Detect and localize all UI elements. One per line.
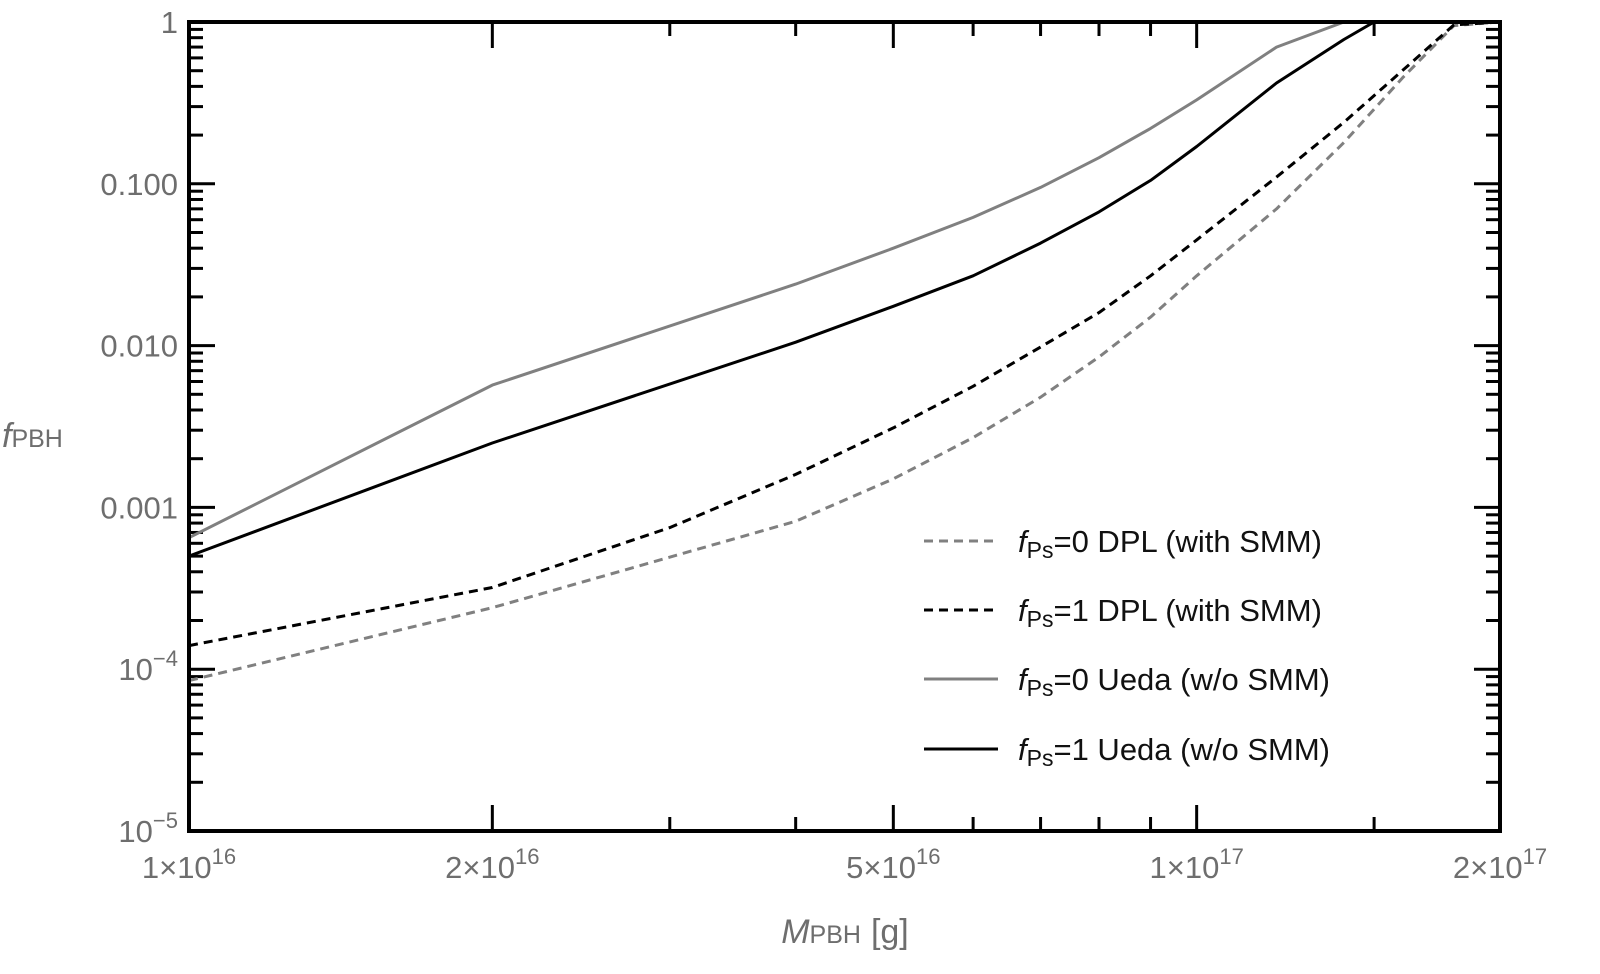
legend-label: fPs=0 DPL (with SMM): [1018, 524, 1322, 563]
y-axis-title: fPBH: [2, 417, 63, 455]
y-tick-label: 10−4: [118, 646, 178, 687]
legend-label: fPs=0 Ueda (w/o SMM): [1018, 662, 1330, 701]
series-line-4: [189, 22, 1375, 558]
y-tick-label: 0.100: [100, 167, 178, 202]
y-tick-label: 1: [161, 5, 178, 40]
legend-label: fPs=1 DPL (with SMM): [1018, 593, 1322, 632]
legend: fPs=0 DPL (with SMM) fPs=1 DPL (with SMM)…: [924, 524, 1330, 771]
x-tick-label: 1×1017: [1150, 844, 1244, 885]
y-axis-tick-labels: 1 0.100 0.010 0.001 10−4 10−5: [100, 5, 178, 849]
y-axis-title-sub: PBH: [11, 425, 62, 453]
x-tick-label: 2×1016: [445, 844, 539, 885]
x-tick-label: 2×1017: [1453, 844, 1547, 885]
axis-ticks: [187, 20, 1502, 833]
x-axis-title-main: M: [781, 913, 810, 951]
x-axis-title-unit: [g]: [871, 913, 909, 951]
series-line-1: [189, 22, 1500, 683]
y-tick-label: 0.001: [100, 490, 178, 525]
plot-series: [189, 22, 1500, 683]
series-line-3: [189, 22, 1345, 540]
x-tick-label: 1×1016: [142, 844, 236, 885]
y-tick-label: 0.010: [100, 329, 178, 364]
x-axis-title-sub: PBH: [810, 921, 861, 949]
x-axis-tick-labels: 1×1016 2×1016 5×1016 1×1017 2×1017: [142, 844, 1547, 885]
series-line-2: [189, 22, 1500, 648]
legend-label: fPs=1 Ueda (w/o SMM): [1018, 732, 1330, 771]
y-tick-label: 10−5: [118, 808, 178, 849]
x-tick-label: 5×1016: [846, 844, 940, 885]
x-axis-title: MPBH [g]: [781, 913, 909, 951]
plot-frame: [187, 20, 1502, 833]
